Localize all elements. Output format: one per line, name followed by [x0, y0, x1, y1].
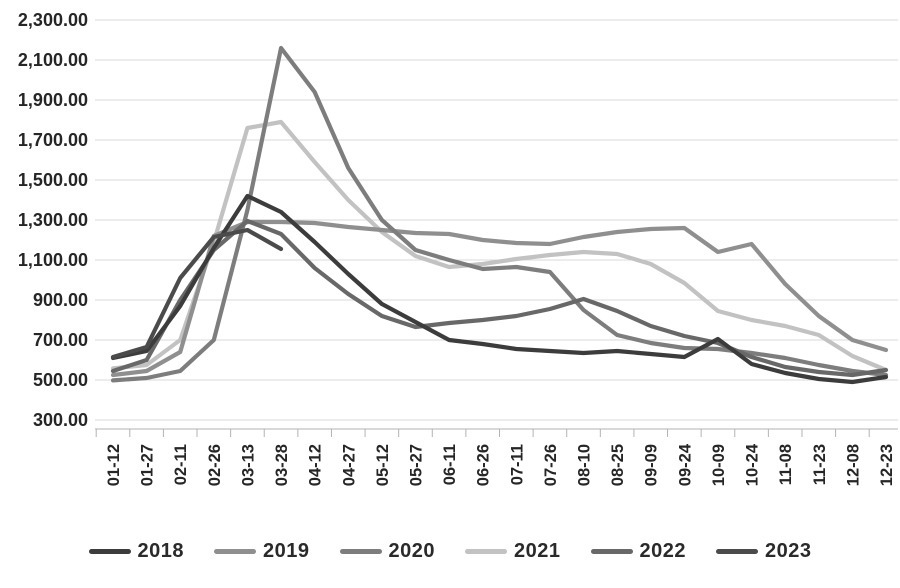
legend-swatch-2018 [88, 549, 131, 554]
x-tick-label: 08-25 [609, 444, 627, 486]
chart-legend: 2018 2019 2020 2021 2022 2023 [0, 540, 900, 563]
x-tick-label: 03-13 [239, 444, 257, 486]
legend-swatch-2023 [716, 549, 758, 554]
legend-label-2019: 2019 [263, 540, 310, 562]
x-tick-label: 12-23 [878, 444, 896, 486]
y-tick-label: 2,100.00 [18, 50, 88, 70]
x-tick-label: 09-09 [643, 444, 661, 486]
x-tick-label: 11-08 [777, 444, 795, 485]
x-tick-label: 11-23 [811, 444, 829, 485]
y-tick-label: 1,300.00 [18, 210, 88, 230]
legend-item-2021: 2021 [465, 540, 561, 563]
legend-item-2018: 2018 [88, 540, 185, 563]
legend-item-2019: 2019 [214, 540, 310, 563]
x-tick-label: 03-28 [273, 444, 291, 486]
x-axis-labels: 01-12 01-27 02-11 02-26 03-13 03-28 04-12 04-27… [105, 443, 896, 486]
x-tick-label: 10-24 [744, 443, 762, 486]
y-tick-label: 700.00 [33, 330, 88, 350]
x-tick-label: 04-27 [340, 444, 358, 486]
series-line-2022 [110, 218, 889, 378]
x-tick-label: 07-11 [508, 444, 526, 485]
legend-label-2022: 2022 [639, 540, 686, 562]
x-tick-label: 02-11 [172, 444, 190, 485]
x-tick-label: 02-26 [206, 444, 224, 486]
series-lines [110, 45, 889, 385]
y-tick-label: 300.00 [33, 410, 88, 430]
series-line-2019 [110, 219, 889, 378]
x-tick-label: 06-26 [475, 444, 493, 486]
gridlines [95, 19, 898, 421]
x-tick-label: 10-09 [710, 444, 728, 486]
series-line-2023 [110, 227, 284, 360]
legend-swatch-2020 [339, 549, 382, 554]
x-tick-label: 05-27 [407, 444, 425, 486]
y-tick-label: 1,900.00 [18, 90, 88, 110]
y-tick-label: 500.00 [33, 370, 88, 390]
x-tick-label: 06-11 [441, 444, 459, 485]
legend-item-2023: 2023 [716, 540, 812, 563]
x-tick-label: 01-12 [105, 444, 123, 486]
x-tick-label: 04-12 [307, 444, 325, 486]
legend-item-2020: 2020 [339, 540, 436, 563]
x-tick-label: 12-08 [844, 444, 862, 486]
y-tick-label: 1,700.00 [18, 130, 88, 150]
legend-swatch-2019 [214, 549, 256, 554]
x-tick-label: 07-26 [542, 444, 560, 486]
line-chart-svg: 2,300.00 2,100.00 1,900.00 1,700.00 1,500.00… [18, 10, 898, 486]
y-axis-labels: 2,300.00 2,100.00 1,900.00 1,700.00 1,500.00… [18, 10, 88, 430]
series-line-2018 [110, 193, 889, 385]
legend-label-2020: 2020 [388, 540, 435, 562]
x-axis [95, 428, 898, 437]
legend-swatch-2022 [590, 549, 633, 554]
legend-swatch-2021 [465, 549, 507, 554]
x-tick-label: 05-12 [374, 444, 392, 486]
x-tick-label: 09-24 [676, 443, 694, 486]
y-tick-label: 2,300.00 [18, 10, 88, 30]
series-line-2020 [110, 45, 889, 383]
series-line-2021 [110, 119, 889, 373]
legend-item-2022: 2022 [590, 540, 687, 563]
y-tick-label: 1,100.00 [18, 250, 88, 270]
legend-label-2021: 2021 [514, 540, 561, 562]
legend-label-2018: 2018 [137, 540, 184, 562]
x-tick-label: 01-27 [139, 444, 157, 486]
legend-label-2023: 2023 [765, 540, 812, 562]
y-tick-label: 900.00 [33, 290, 88, 310]
y-tick-label: 1,500.00 [18, 170, 88, 190]
x-tick-label: 08-10 [576, 444, 594, 486]
